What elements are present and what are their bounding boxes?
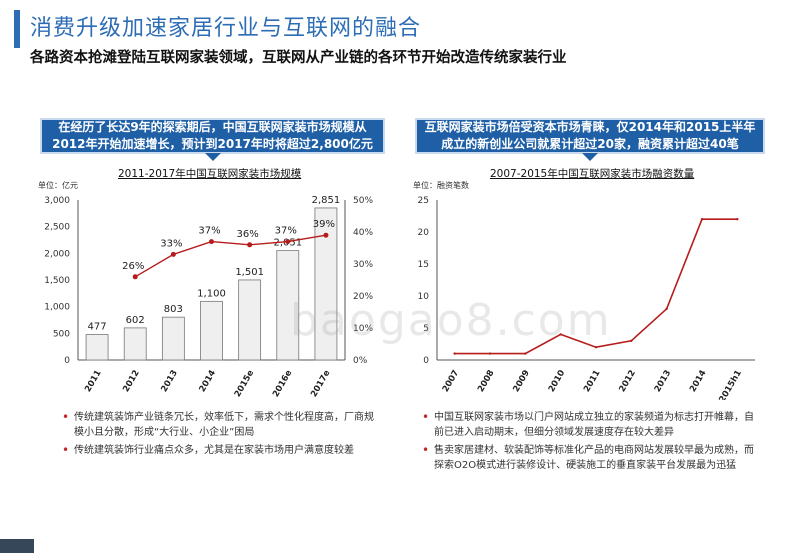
watermark: baogao8.com (290, 295, 612, 346)
left-callout: 在经历了长达9年的探索期后，中国互联网家装市场规模从2012年开始加速增长，预计… (40, 118, 385, 161)
bar (123, 327, 147, 361)
funding-count-point (665, 307, 668, 310)
y-tick-label: 2,000 (44, 249, 70, 259)
x-tick-label: 2014 (688, 368, 709, 394)
right-chart-title: 2007-2015年中国互联网家装市场融资数量 (490, 168, 695, 180)
growth-rate-label: 26% (122, 261, 144, 272)
funding-count-point (630, 339, 633, 342)
bar (161, 316, 185, 361)
bar-value-label: 602 (126, 315, 145, 326)
title-accent-bar (14, 10, 20, 48)
y2-tick-label: 50% (353, 196, 373, 206)
funding-count-point (559, 333, 562, 336)
left-chart-title: 2011-2017年中国互联网家装市场规模 (118, 168, 302, 180)
growth-rate-point (285, 239, 291, 245)
funding-count-point (700, 218, 704, 221)
y-tick-label: 2,500 (44, 223, 70, 233)
page-subtitle: 各路资本抢滩登陆互联网家装领域，互联网从产业链的各环节开始改造传统家装行业 (30, 50, 567, 66)
x-tick-label: 2013 (653, 368, 674, 394)
growth-rate-label: 37% (275, 226, 297, 237)
y-tick-label: 25 (418, 196, 429, 206)
growth-rate-label: 33% (160, 238, 182, 249)
left-unit-label: 单位：亿元 (38, 181, 78, 190)
growth-rate-point (132, 274, 138, 280)
x-tick-label: 2013 (159, 368, 180, 394)
growth-rate-label: 37% (198, 226, 220, 237)
left-bullet-item: 传统建筑装饰行业痛点众多，尤其是在家装市场用户满意度较差 (62, 443, 380, 458)
y2-tick-label: 10% (353, 324, 373, 334)
growth-rate-point (323, 232, 329, 238)
growth-rate-line (134, 234, 327, 278)
funding-count-chart: 0 5 10 15 20 25 2007 2008 2009 2010 2011 2012 2013 20… (418, 196, 755, 400)
x-tick-label: 2011 (582, 368, 603, 394)
x-tick-label: 2014 (198, 368, 219, 394)
x-tick-label: 2012 (617, 368, 638, 394)
growth-rate-point (247, 242, 253, 248)
x-tick-label: 2017e (309, 368, 332, 399)
y2-tick-label: 0% (353, 356, 368, 366)
y2-tick-label: 30% (353, 260, 373, 270)
funding-count-point (453, 352, 456, 355)
y-tick-label: 0 (423, 356, 429, 366)
x-tick-label: 2009 (511, 368, 532, 394)
x-tick-label: 2015e (233, 368, 256, 399)
x-tick-label: 2011 (83, 368, 104, 394)
x-tick-label: 2015h1 (717, 368, 744, 400)
x-tick-label: 2012 (121, 368, 142, 394)
bar (200, 300, 223, 361)
right-unit-label: 单位：融资笔数 (413, 181, 469, 190)
bar (85, 334, 109, 361)
bar (276, 250, 300, 361)
page-title: 消费升级加速家居行业与互联网的融合 (30, 16, 422, 41)
right-bullet-list: 中国互联网家装市场以门户网站成立独立的家装频道为标志打开帷幕，自前已进入启动期末… (422, 410, 762, 476)
right-callout: 互联网家装市场倍受资本市场青睐，仅2014年和2015上半年成立的新创业公司就累… (415, 118, 765, 161)
y-tick-label: 0 (64, 356, 70, 366)
x-tick-label: 2010 (547, 368, 568, 394)
growth-rate-point (209, 239, 214, 245)
bar (314, 207, 338, 361)
y-tick-label: 15 (418, 260, 429, 270)
growth-rate-label: 36% (237, 229, 259, 240)
y-tick-label: 5 (423, 324, 429, 334)
growth-rate-point (170, 251, 176, 257)
bar-value-label: 1,100 (197, 288, 226, 299)
funding-count-point (488, 352, 492, 355)
y2-tick-label: 40% (353, 228, 373, 238)
corner-decoration (0, 539, 34, 553)
right-bullet-item: 售卖家居建材、软装配饰等标准化产品的电商网站发展较早最为成熟，而探索O2O模式进… (422, 443, 762, 473)
growth-rate-label: 39% (313, 219, 335, 230)
bar-value-label: 803 (164, 304, 183, 315)
x-tick-label: 2016e (271, 368, 294, 399)
y-tick-label: 20 (418, 228, 430, 238)
funding-count-point (736, 218, 739, 221)
bar-value-label: 2,851 (312, 195, 341, 206)
y2-tick-label: 20% (353, 292, 373, 302)
y-tick-label: 10 (418, 292, 430, 302)
bar (238, 279, 262, 361)
left-bullet-list: 传统建筑装饰产业链条冗长，效率低下，需求个性化程度高，厂商规模小且分散，形成“大… (62, 410, 380, 461)
y-tick-label: 500 (53, 329, 70, 339)
funding-count-point (594, 346, 598, 349)
x-tick-label: 2008 (476, 368, 497, 394)
left-bullet-item: 传统建筑装饰产业链条冗长，效率低下，需求个性化程度高，厂商规模小且分散，形成“大… (62, 410, 380, 440)
market-size-chart: 0 500 1,000 1,500 2,000 2,500 3,000 0% 10% 20% 30%… (44, 195, 373, 399)
x-tick-label: 2007 (441, 368, 462, 394)
right-bullet-item: 中国互联网家装市场以门户网站成立独立的家装频道为标志打开帷幕，自前已进入启动期末… (422, 410, 762, 440)
y-tick-label: 3,000 (44, 196, 70, 206)
funding-count-point (524, 352, 527, 355)
bar-value-label: 1,501 (235, 267, 264, 278)
y-tick-label: 1,000 (44, 303, 70, 313)
bar-value-label: 477 (88, 322, 107, 333)
y-tick-label: 1,500 (44, 276, 70, 286)
